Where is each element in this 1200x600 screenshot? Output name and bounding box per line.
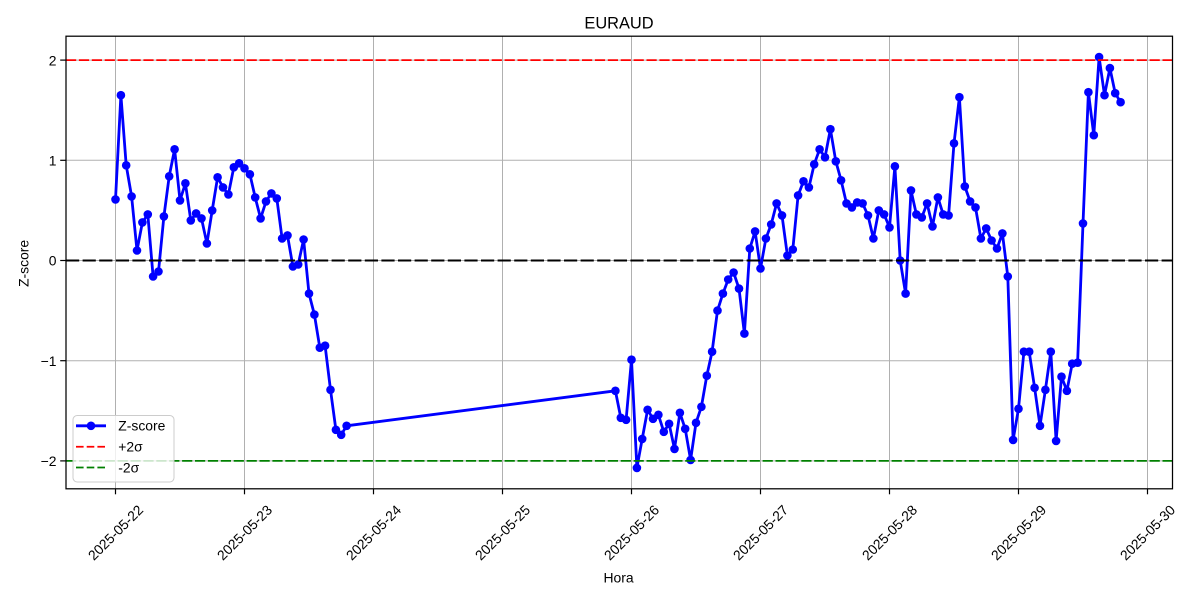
svg-text:-2σ: -2σ xyxy=(118,459,139,475)
svg-text:1: 1 xyxy=(49,153,57,169)
svg-text:Z-score: Z-score xyxy=(15,240,31,287)
svg-text:+2σ: +2σ xyxy=(118,439,143,455)
svg-text:EURAUD: EURAUD xyxy=(584,14,653,32)
svg-text:Hora: Hora xyxy=(603,570,633,586)
svg-text:−2: −2 xyxy=(41,453,57,469)
svg-text:2: 2 xyxy=(49,52,57,68)
svg-text:0: 0 xyxy=(49,253,57,269)
svg-text:Z-score: Z-score xyxy=(118,418,165,434)
svg-text:−1: −1 xyxy=(41,353,57,369)
